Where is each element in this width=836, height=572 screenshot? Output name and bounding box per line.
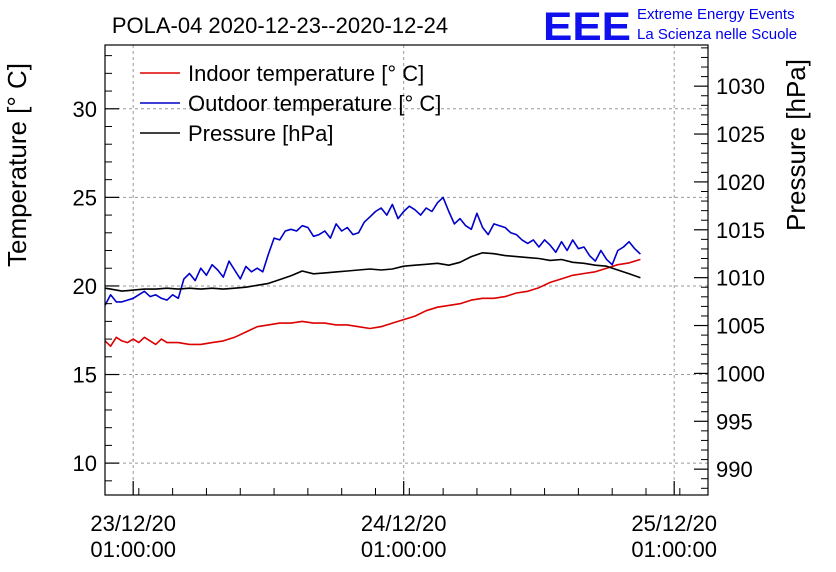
eee-logo: EEE Extreme Energy Events La Scienza nel… [543,5,797,49]
legend-label-1: Outdoor temperature [° C] [188,91,441,116]
series-line-0 [104,258,641,348]
y2-tick-label: 1025 [716,122,765,147]
y-tick-label: 15 [73,363,97,388]
plot-frame [104,44,709,496]
chart-title: POLA-04 2020-12-23--2020-12-24 [112,13,448,38]
y-axis-label: Temperature [° C] [2,63,32,267]
series-layer [104,196,641,348]
x-tick-label-time: 01:00:00 [90,537,176,562]
series-line-1 [104,196,641,306]
legend-label-2: Pressure [hPa] [188,121,334,146]
eee-logo-line2: La Scienza nelle Scuole [637,26,797,43]
y2-axis-label: Pressure [hPa] [781,59,811,231]
y2-tick-label: 1000 [716,361,765,386]
x-tick-label-date: 25/12/20 [631,511,717,536]
y2-tick-label: 990 [716,457,753,482]
legend: Indoor temperature [° C] Outdoor temperat… [140,61,441,146]
y2-tick-label: 1010 [716,266,765,291]
x-tick-label-date: 23/12/20 [90,511,176,536]
x-tick-label-time: 01:00:00 [631,537,717,562]
y2-tick-label: 1005 [716,314,765,339]
y2-tick-label: 1020 [716,170,765,195]
eee-logo-line1: Extreme Energy Events [637,6,795,23]
y2-tick-label: 1030 [716,74,765,99]
x-tick-label-time: 01:00:00 [361,537,447,562]
series-line-2 [104,252,641,292]
x-tick-label-date: 24/12/20 [361,511,447,536]
y2-tick-label: 1015 [716,218,765,243]
y-tick-label: 10 [73,451,97,476]
axes: 1015202530990995100010051010101510201025… [73,47,765,562]
y-tick-label: 25 [73,185,97,210]
legend-label-0: Indoor temperature [° C] [188,61,424,86]
eee-logo-mark: EEE [543,5,631,49]
y-tick-label: 20 [73,274,97,299]
grid [105,45,708,495]
y2-tick-label: 995 [716,409,753,434]
y-tick-label: 30 [73,97,97,122]
